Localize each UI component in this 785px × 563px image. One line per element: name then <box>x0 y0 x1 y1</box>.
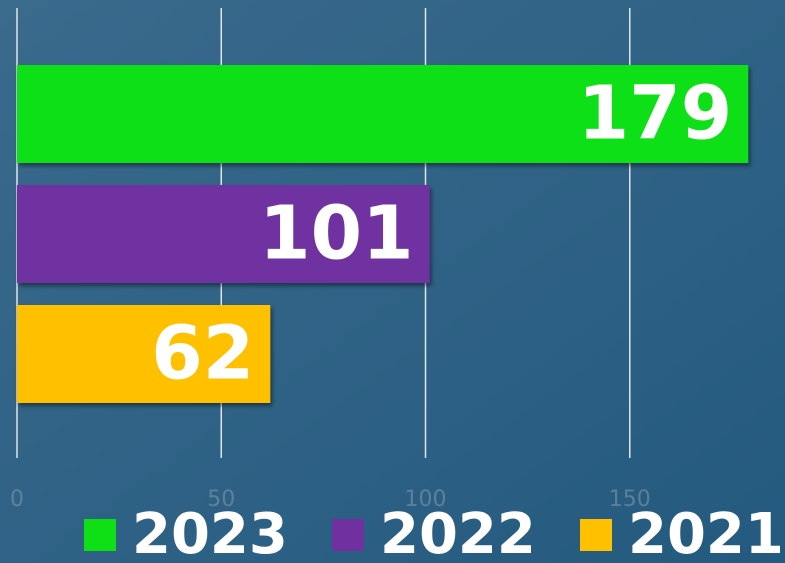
legend-label: 2023 <box>132 502 288 563</box>
bar <box>17 305 271 403</box>
data-label: 101 <box>259 191 413 277</box>
data-label: 179 <box>578 71 732 157</box>
bar <box>17 65 749 163</box>
bar <box>17 185 430 283</box>
x-tick-label: 100 <box>405 487 447 512</box>
x-tick-label: 150 <box>609 487 651 512</box>
legend-swatch <box>84 519 116 551</box>
legend-label: 2022 <box>380 502 536 563</box>
legend-swatch <box>580 519 612 551</box>
legend-label: 2021 <box>628 502 784 563</box>
legend-swatch <box>332 519 364 551</box>
x-tick-label: 0 <box>10 487 24 512</box>
x-tick-label: 50 <box>207 487 235 512</box>
data-label: 62 <box>151 311 254 397</box>
